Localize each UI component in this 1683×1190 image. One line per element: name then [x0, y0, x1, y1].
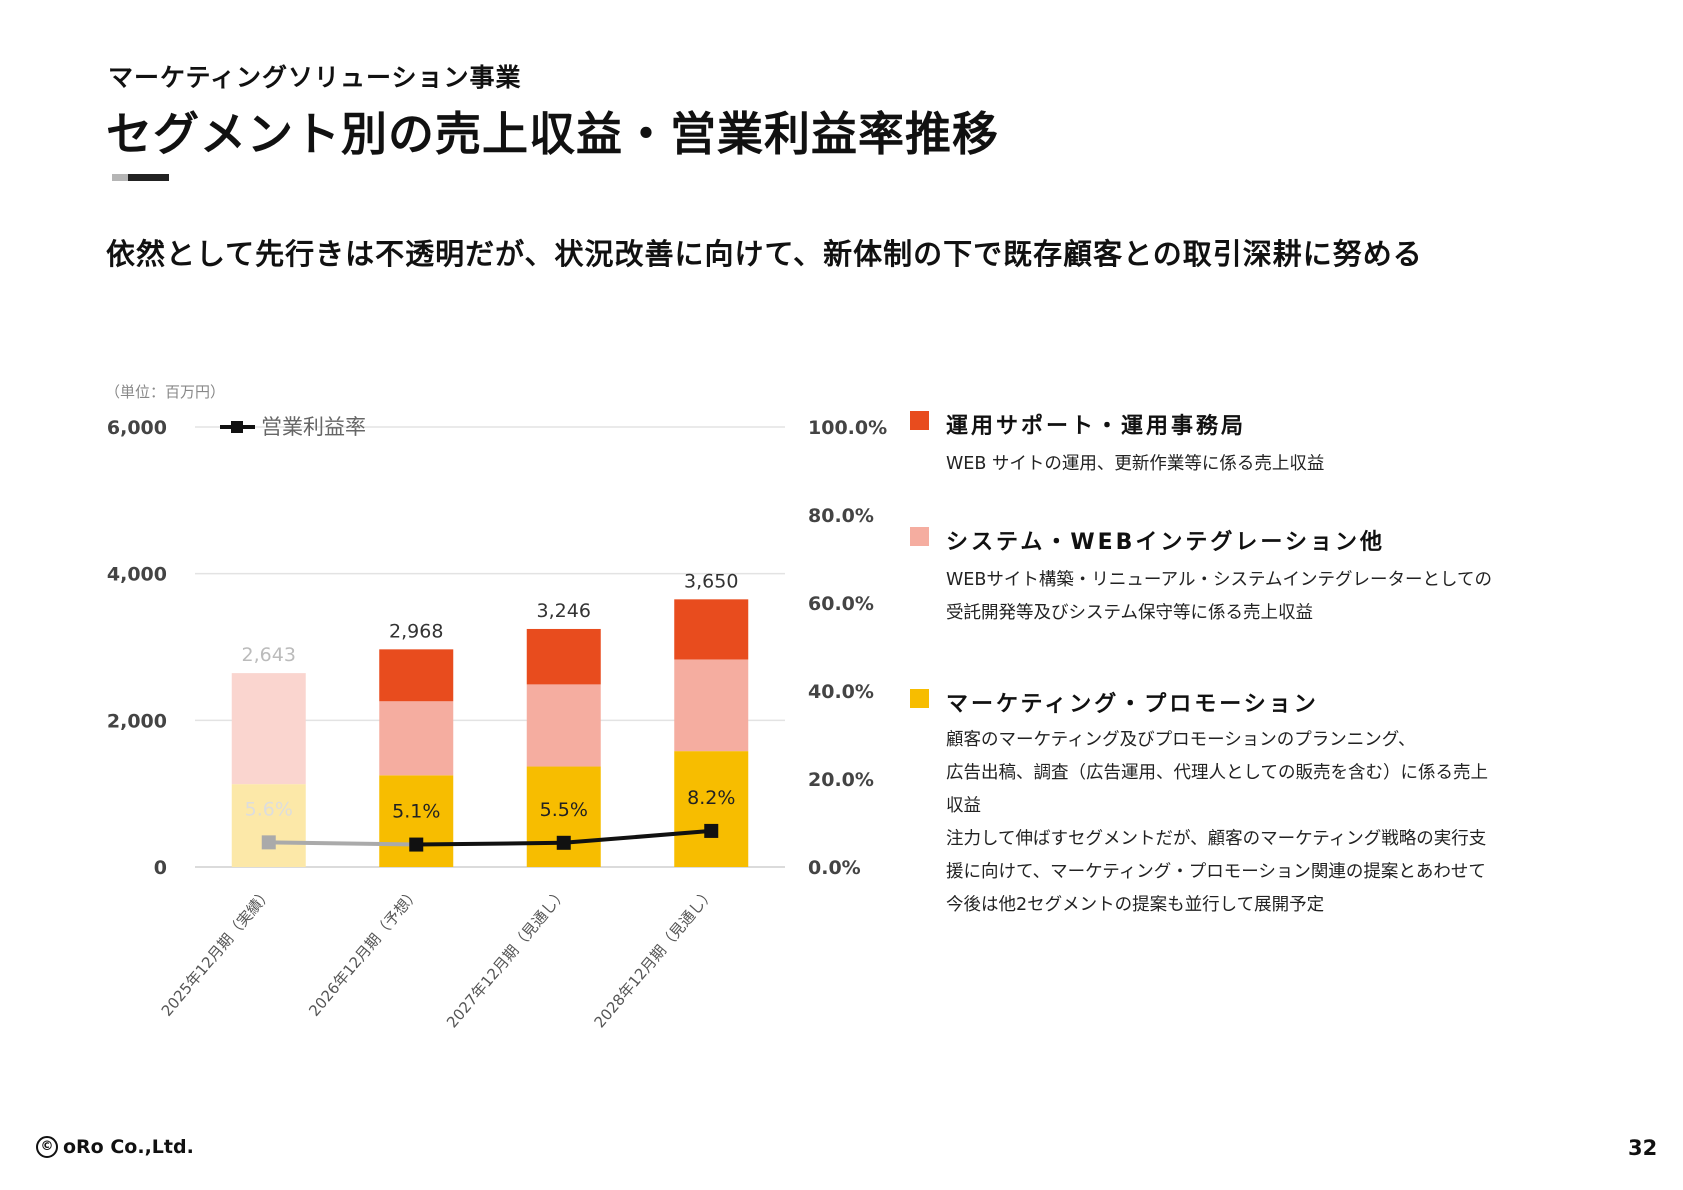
margin-line-segment [416, 840, 564, 847]
legend-desc-marketing-promotion: 顧客のマーケティング及びプロモーションのプランニング、 広告出稿、調査（広告運用… [946, 724, 1596, 922]
margin-data-label: 5.1% [392, 801, 440, 823]
legend-desc-line: 今後は他2セグメントの提案も並行して展開予定 [946, 895, 1325, 915]
category-label: 2027年12月期（見通し） [443, 884, 571, 1031]
right-axis-tick-label: 100.0% [808, 417, 887, 439]
legend-desc-line: 収益 [946, 796, 981, 816]
title-underline [112, 174, 169, 181]
bar-segment [379, 649, 454, 702]
legend-desc-line: 受託開発等及びシステム保守等に係る売上収益 [946, 603, 1313, 623]
left-axis-tick-label: 0 [154, 857, 167, 879]
unit-label: （単位：百万円） [105, 383, 225, 401]
margin-line-segment [563, 828, 712, 845]
page-title: セグメント別の売上収益・営業利益率推移 [106, 107, 999, 161]
right-axis-tick-label: 80.0% [808, 505, 874, 527]
left-axis-tick-label: 6,000 [107, 417, 167, 439]
right-axis-tick-label: 20.0% [808, 769, 874, 791]
left-axis-tick-label: 2,000 [107, 710, 167, 732]
legend-desc-line: 広告出稿、調査（広告運用、代理人としての販売を含む）に係る売上 [946, 763, 1488, 783]
bar-segment [231, 784, 306, 867]
line-legend-label: 営業利益率 [261, 415, 366, 439]
bar-segment [674, 751, 749, 867]
bar-segment [379, 775, 454, 867]
bar-segment [674, 599, 749, 660]
category-label: 2026年12月期（予想） [305, 884, 423, 1020]
bar-total-label: 2,643 [242, 644, 296, 666]
legend-desc-line: WEB サイトの運用、更新作業等に係る売上収益 [946, 454, 1325, 474]
right-axis-tick-label: 60.0% [808, 593, 874, 615]
legend-swatch-system-integration [910, 527, 929, 546]
left-axis-tick-label: 4,000 [107, 564, 167, 586]
bar-segment [526, 766, 601, 867]
margin-data-label: 8.2% [687, 787, 735, 809]
copyright-icon: © [36, 1136, 58, 1158]
legend-desc-system-integration: WEBサイト構築・リニューアル・システムインテグレーターとしての 受託開発等及び… [946, 564, 1596, 630]
line-legend-marker-point [231, 421, 243, 433]
margin-point [409, 837, 424, 852]
legend-desc-line: 援に向けて、マーケティング・プロモーション関連の提案とあわせて [946, 862, 1486, 882]
legend-title-system-integration: システム・WEBインテグレーション他 [946, 530, 1385, 555]
bar-total-label: 3,246 [537, 600, 591, 622]
company-name: oRo Co.,Ltd. [63, 1136, 194, 1158]
category-label: 2025年12月期（実績） [158, 884, 276, 1020]
bar-segment [526, 684, 601, 767]
legend-title-marketing-promotion: マーケティング・プロモーション [946, 692, 1319, 717]
bar-segment [674, 659, 749, 752]
right-axis-tick-label: 0.0% [808, 857, 861, 879]
bar-total-label: 3,650 [684, 570, 738, 592]
revenue-margin-chart: （単位：百万円） 0 2,000 4,000 6,000 0.0% 20.0% 40.0% 60… [105, 383, 887, 1031]
margin-point [261, 835, 276, 850]
right-axis-tick-label: 40.0% [808, 681, 874, 703]
bar-segment [379, 701, 454, 776]
legend-swatch-marketing-promotion [910, 689, 929, 708]
legend-desc-line: WEBサイト構築・リニューアル・システムインテグレーターとしての [946, 570, 1492, 590]
legend-desc-line: 顧客のマーケティング及びプロモーションのプランニング、 [946, 730, 1416, 750]
company-logo: © oRo Co.,Ltd. [36, 1136, 194, 1158]
page-number: 32 [1628, 1136, 1658, 1160]
category-label: 2028年12月期（見通し） [591, 884, 719, 1031]
page-subtitle: 依然として先行きは不透明だが、状況改善に向けて、新体制の下で既存顧客との取引深耕… [106, 237, 1423, 271]
legend-title-operation-support: 運用サポート・運用事務局 [946, 414, 1247, 439]
legend-swatch-operation-support [910, 411, 929, 430]
section-label: マーケティングソリューション事業 [108, 63, 522, 92]
margin-point [556, 835, 571, 850]
bar-total-label: 2,968 [389, 620, 443, 642]
bar-segment [526, 628, 601, 685]
margin-data-label: 5.5% [540, 799, 588, 821]
legend-desc-operation-support: WEB サイトの運用、更新作業等に係る売上収益 [946, 448, 1596, 481]
margin-line-segment [268, 840, 417, 847]
legend-desc-line: 注力して伸ばすセグメントだが、顧客のマーケティング戦略の実行支 [946, 829, 1487, 849]
margin-point [704, 823, 719, 838]
margin-data-label: 5.6% [245, 798, 293, 820]
bar-segment [231, 673, 306, 785]
